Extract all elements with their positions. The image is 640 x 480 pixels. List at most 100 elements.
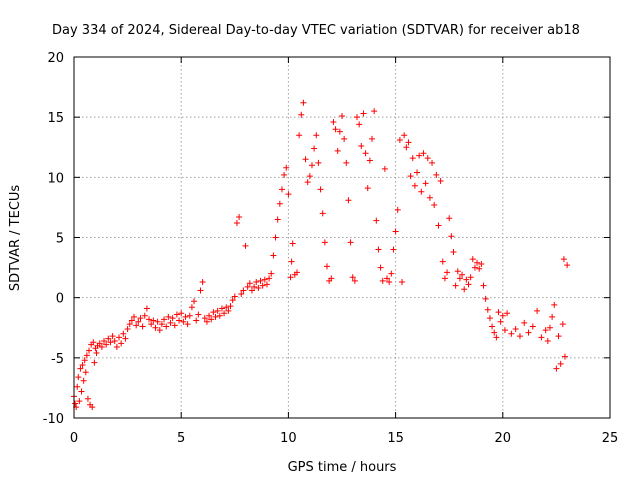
data-point	[564, 262, 571, 269]
data-point	[257, 277, 264, 284]
y-tick-label: 15	[47, 111, 64, 126]
data-point	[272, 234, 279, 241]
data-point	[484, 306, 491, 313]
data-point	[176, 317, 183, 324]
data-point	[283, 164, 290, 171]
grid-lines	[74, 57, 610, 418]
data-point	[156, 327, 163, 334]
data-point	[116, 334, 123, 341]
data-point	[113, 344, 120, 351]
data-point	[321, 239, 328, 246]
data-point	[446, 215, 453, 222]
data-point	[107, 339, 114, 346]
data-point	[441, 275, 448, 282]
x-tick-label: 10	[280, 431, 297, 446]
data-point	[373, 217, 380, 224]
data-point	[212, 313, 219, 320]
data-point	[461, 286, 468, 293]
data-point	[343, 159, 350, 166]
data-point	[362, 150, 369, 157]
data-point	[242, 242, 249, 249]
data-point	[167, 319, 174, 326]
data-point	[375, 246, 382, 253]
data-point	[501, 327, 508, 334]
data-point	[491, 329, 498, 336]
data-point	[86, 347, 93, 354]
data-point	[72, 400, 79, 407]
data-point	[154, 318, 161, 325]
data-point	[454, 268, 461, 275]
data-point	[141, 312, 148, 319]
data-point	[525, 329, 532, 336]
data-point	[315, 159, 322, 166]
data-point	[435, 222, 442, 229]
data-point	[364, 185, 371, 192]
data-point	[463, 276, 470, 283]
data-point	[334, 147, 341, 154]
data-point	[281, 171, 288, 178]
data-point	[152, 324, 159, 331]
data-point	[308, 162, 315, 169]
data-point	[274, 216, 281, 223]
data-point	[180, 318, 187, 325]
data-point	[231, 293, 238, 300]
data-point	[328, 275, 335, 282]
data-point	[407, 173, 414, 180]
data-point	[504, 310, 511, 317]
data-point	[544, 337, 551, 344]
data-point	[201, 315, 208, 322]
data-point	[263, 281, 270, 288]
y-tick-label: -5	[51, 352, 64, 367]
data-point	[186, 312, 193, 319]
data-point	[351, 277, 358, 284]
data-point	[84, 395, 91, 402]
data-point	[371, 108, 378, 115]
data-point	[399, 279, 406, 286]
data-point	[300, 99, 307, 106]
data-point	[171, 322, 178, 329]
data-point	[188, 304, 195, 311]
data-point	[386, 279, 393, 286]
data-point	[482, 295, 489, 302]
data-point	[311, 145, 318, 152]
data-point	[218, 305, 225, 312]
data-point	[195, 311, 202, 318]
data-point	[553, 365, 560, 372]
data-point	[313, 132, 320, 139]
data-point	[165, 313, 172, 320]
x-tick-label: 20	[495, 431, 512, 446]
data-point	[128, 317, 135, 324]
data-point	[158, 321, 165, 328]
data-point	[244, 283, 251, 290]
data-point	[405, 139, 412, 146]
data-point	[240, 287, 247, 294]
data-point	[150, 317, 157, 324]
data-point	[103, 341, 110, 348]
data-point	[169, 315, 176, 322]
y-tick-label: 20	[47, 51, 64, 66]
data-point	[238, 291, 245, 298]
data-point	[268, 270, 275, 277]
data-point	[77, 365, 84, 372]
data-point	[101, 337, 108, 344]
data-point	[521, 319, 528, 326]
data-point	[199, 279, 206, 286]
data-point	[471, 264, 478, 271]
data-point	[255, 285, 262, 292]
data-point	[319, 210, 326, 217]
data-point	[197, 287, 204, 294]
data-point	[81, 357, 88, 364]
data-point	[356, 121, 363, 128]
data-point	[251, 283, 258, 290]
data-point	[216, 312, 223, 319]
data-point	[392, 228, 399, 235]
data-point	[409, 155, 416, 162]
data-point	[465, 281, 472, 288]
data-point	[80, 377, 87, 384]
data-point	[360, 110, 367, 117]
plot-frame	[73, 56, 611, 419]
data-point	[78, 388, 85, 395]
data-point	[148, 321, 155, 328]
data-point	[261, 276, 268, 283]
data-point	[476, 265, 483, 272]
